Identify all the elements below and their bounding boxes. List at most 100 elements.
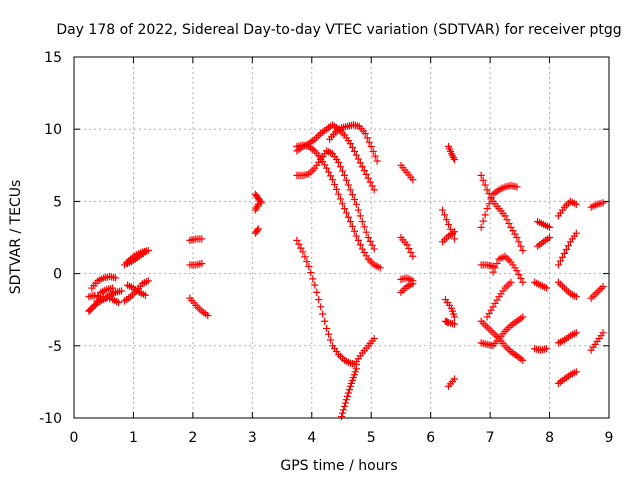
data-point xyxy=(503,216,511,224)
series-trace-19 xyxy=(293,236,360,369)
data-point xyxy=(448,307,457,315)
data-point xyxy=(91,301,99,309)
data-point xyxy=(356,159,364,167)
data-point xyxy=(477,171,485,180)
data-point xyxy=(346,140,355,148)
data-point xyxy=(342,396,351,404)
data-point xyxy=(254,200,262,208)
data-point xyxy=(346,382,355,390)
x-tick-label: 3 xyxy=(248,430,257,446)
data-point xyxy=(542,345,551,353)
data-point xyxy=(93,297,101,305)
series-trace-34 xyxy=(477,261,497,270)
series-trace-40 xyxy=(534,233,554,250)
data-point xyxy=(481,181,489,189)
data-point xyxy=(352,151,360,159)
data-point xyxy=(373,157,381,165)
data-point xyxy=(572,200,580,208)
data-point xyxy=(341,399,350,407)
data-point xyxy=(340,205,349,213)
data-point xyxy=(366,178,374,186)
data-point xyxy=(337,412,346,421)
y-tick-label: 0 xyxy=(53,267,62,283)
y-tick-label: 15 xyxy=(44,50,62,66)
series-trace-13 xyxy=(251,200,262,214)
data-point xyxy=(198,235,206,243)
data-point xyxy=(369,147,377,155)
data-point xyxy=(141,248,149,256)
data-point xyxy=(336,163,345,171)
series-trace-25 xyxy=(397,280,417,296)
data-point xyxy=(87,305,95,313)
data-point xyxy=(449,310,458,318)
data-point xyxy=(450,375,459,383)
data-point xyxy=(338,200,347,208)
data-point xyxy=(106,295,114,303)
data-point xyxy=(364,174,372,182)
data-point xyxy=(368,241,376,249)
data-point xyxy=(519,356,527,364)
data-point xyxy=(323,324,331,333)
data-point xyxy=(346,186,355,194)
data-point xyxy=(338,167,347,175)
data-point xyxy=(362,228,370,236)
data-point xyxy=(556,257,565,265)
data-point xyxy=(350,227,358,235)
series-trace-48 xyxy=(587,199,607,211)
data-point xyxy=(342,209,351,217)
data-point xyxy=(348,376,356,385)
series-trace-26 xyxy=(444,142,459,164)
data-point xyxy=(572,293,580,301)
data-point xyxy=(440,211,449,219)
data-point xyxy=(352,232,360,240)
chart-title: Day 178 of 2022, Sidereal Day-to-day VTE… xyxy=(56,22,621,38)
data-point xyxy=(330,180,339,189)
data-point xyxy=(405,244,413,253)
data-point xyxy=(572,368,580,376)
data-point xyxy=(517,274,525,283)
data-point xyxy=(483,186,491,194)
data-point xyxy=(254,225,262,233)
data-point xyxy=(545,223,554,231)
data-point xyxy=(479,176,487,184)
data-point xyxy=(564,242,572,250)
data-point xyxy=(343,392,352,400)
data-point xyxy=(204,311,212,320)
series-trace-29 xyxy=(441,295,459,321)
data-point xyxy=(442,216,451,224)
data-point xyxy=(340,402,349,411)
data-point xyxy=(114,298,123,307)
series-trace-18 xyxy=(293,147,378,253)
data-point xyxy=(354,236,362,244)
series-trace-41 xyxy=(531,278,551,292)
series-trace-23 xyxy=(397,233,417,260)
data-point xyxy=(450,228,459,236)
grid-layer xyxy=(74,57,609,418)
series-trace-46 xyxy=(554,329,580,347)
data-point xyxy=(327,336,335,344)
series-trace-37 xyxy=(477,317,527,364)
series-trace-39 xyxy=(534,218,554,231)
data-point xyxy=(309,275,317,283)
data-point xyxy=(350,147,358,155)
data-point xyxy=(505,219,513,228)
series-trace-38 xyxy=(483,278,515,321)
plot-frame xyxy=(73,56,610,419)
data-point xyxy=(350,371,358,379)
data-point xyxy=(450,155,459,164)
data-point xyxy=(450,320,459,328)
series-trace-43 xyxy=(554,197,580,220)
data-point xyxy=(344,181,353,189)
data-point xyxy=(558,253,567,261)
series-trace-42 xyxy=(531,345,551,354)
data-point xyxy=(349,373,357,382)
plot-layer xyxy=(85,121,607,421)
data-point xyxy=(340,171,349,180)
data-point xyxy=(112,274,120,282)
data-point xyxy=(334,190,343,198)
data-point xyxy=(336,195,345,203)
data-point xyxy=(519,313,527,321)
y-tick-label: 5 xyxy=(53,194,62,210)
x-tick-label: 5 xyxy=(367,430,376,446)
